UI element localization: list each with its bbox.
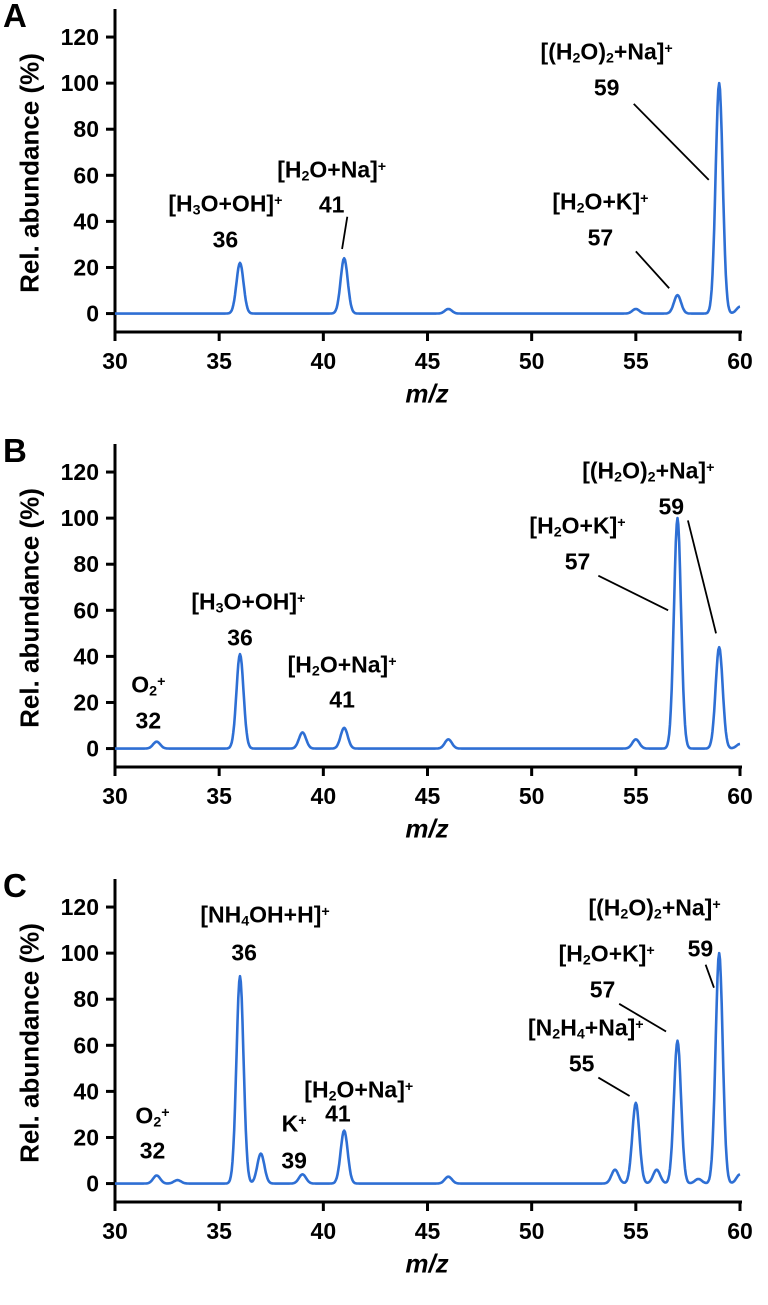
spectrum-panel-b: B 0 20 40 60 80 100 120 30 35 40 45 50 55 60 O2+ 32 [H3… (0, 432, 768, 870)
y-axis-label: Rel. abundance (%) (14, 923, 45, 1163)
y-tick-label: 80 (73, 116, 99, 142)
spectrum-plot-b: 0 20 40 60 80 100 120 30 35 40 45 50 55 60 (61, 444, 753, 809)
x-tick-label: 45 (415, 1218, 441, 1244)
annotation-leader-line (687, 520, 717, 634)
annotation-leader-line (633, 103, 710, 181)
y-tick-label: 60 (73, 162, 99, 188)
y-axis-label: Rel. abundance (%) (14, 488, 45, 728)
spectrum-plot-a: 0 20 40 60 80 100 120 30 35 40 45 50 55 60 (61, 9, 753, 374)
y-tick-label: 40 (73, 208, 99, 234)
x-tick-label: 40 (311, 1218, 337, 1244)
panel-label-c: C (3, 867, 27, 904)
panel-label-b: B (3, 432, 27, 469)
y-tick-label: 120 (61, 459, 99, 485)
spectrum-panel-a: A 0 20 40 60 80 100 120 30 35 40 45 50 55 60 [H3O+OH]… (0, 0, 768, 435)
y-tick-label: 20 (73, 689, 99, 715)
annotation-leader-line (635, 250, 670, 289)
annotation-leader-line (597, 574, 669, 612)
x-tick-label: 55 (623, 1218, 649, 1244)
x-axis-label: m/z (405, 1248, 449, 1279)
x-tick-label: 30 (102, 1218, 128, 1244)
y-tick-label: 60 (73, 597, 99, 623)
spectrum-line (114, 81, 741, 315)
y-tick-label: 100 (61, 940, 99, 966)
y-tick-label: 20 (73, 254, 99, 280)
x-tick-label: 60 (727, 783, 753, 809)
x-tick-label: 30 (102, 783, 128, 809)
y-tick-label: 100 (61, 505, 99, 531)
spectrum-line (114, 951, 741, 1185)
y-tick-label: 100 (61, 70, 99, 96)
x-tick-label: 40 (311, 348, 337, 374)
y-tick-label: 0 (86, 1171, 99, 1197)
x-axis-label: m/z (405, 378, 449, 409)
y-tick-label: 60 (73, 1032, 99, 1058)
annotation-leader-line (597, 1076, 631, 1097)
annotation-leader-line (704, 964, 715, 989)
x-tick-label: 60 (727, 1218, 753, 1244)
y-tick-label: 40 (73, 1078, 99, 1104)
annotation-leader-line (341, 216, 349, 250)
x-tick-label: 35 (206, 783, 232, 809)
y-tick-label: 80 (73, 986, 99, 1012)
y-axis-label: Rel. abundance (%) (14, 53, 45, 293)
y-tick-label: 120 (61, 24, 99, 50)
x-tick-label: 50 (519, 348, 545, 374)
spectrum-line (114, 516, 741, 750)
x-tick-label: 45 (415, 783, 441, 809)
panel-label-a: A (3, 0, 27, 34)
x-tick-label: 50 (519, 1218, 545, 1244)
y-tick-label: 120 (61, 894, 99, 920)
x-tick-label: 55 (623, 348, 649, 374)
y-tick-label: 0 (86, 301, 99, 327)
x-tick-label: 35 (206, 348, 232, 374)
x-tick-label: 55 (623, 783, 649, 809)
y-tick-label: 20 (73, 1124, 99, 1150)
x-tick-label: 60 (727, 348, 753, 374)
x-tick-label: 40 (311, 783, 337, 809)
spectrum-plot-c: 0 20 40 60 80 100 120 30 35 40 45 50 55 60 (61, 879, 753, 1244)
y-tick-label: 80 (73, 551, 99, 577)
x-tick-label: 35 (206, 1218, 232, 1244)
annotation-leader-line (618, 1003, 667, 1033)
x-axis-label: m/z (405, 813, 449, 844)
y-tick-label: 0 (86, 736, 99, 762)
x-tick-label: 30 (102, 348, 128, 374)
x-tick-label: 45 (415, 348, 441, 374)
x-tick-label: 50 (519, 783, 545, 809)
spectrum-panel-c: C 0 20 40 60 80 100 120 30 35 40 45 50 55 60 [NH4OH+H… (0, 867, 768, 1305)
y-tick-label: 40 (73, 643, 99, 669)
